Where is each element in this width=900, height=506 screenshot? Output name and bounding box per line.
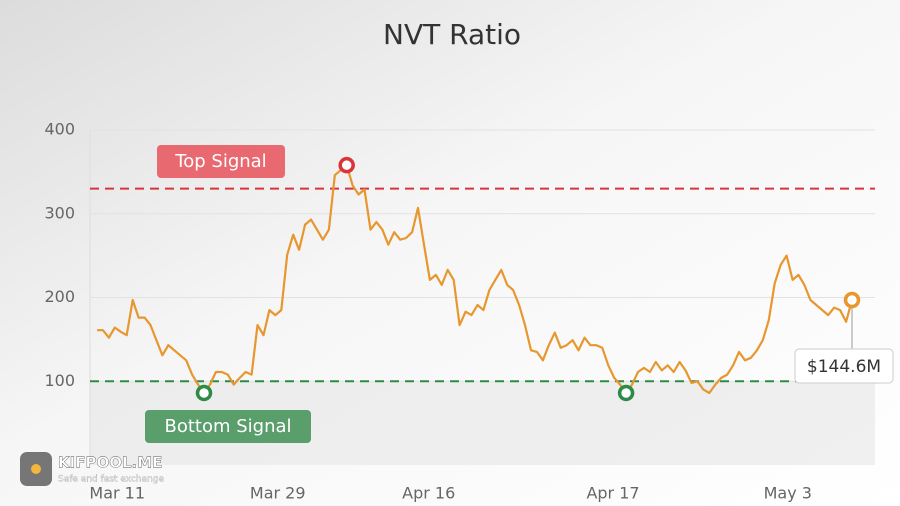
top-signal-label: Top Signal: [174, 151, 266, 172]
y-tick-label: 200: [44, 287, 75, 306]
brand-name: KIFPOOL.ME: [58, 454, 162, 472]
x-tick-label: Apr 17: [586, 484, 639, 503]
x-tick-label: Apr 16: [402, 484, 455, 503]
y-tick-label: 400: [44, 120, 75, 139]
x-tick-label: Mar 11: [89, 484, 145, 503]
bottom-signal-point: [195, 384, 213, 402]
tooltip-label: $144.6M: [807, 357, 881, 377]
y-tick-label: 100: [44, 371, 75, 390]
chart-title: NVT Ratio: [383, 18, 521, 51]
y-tick-label: 300: [44, 203, 75, 222]
bottom-signal-label: Bottom Signal: [164, 416, 291, 437]
bottom-signal-point: [617, 384, 635, 402]
brand-tagline: Safe and fast exchange: [58, 475, 164, 485]
current-point: [843, 291, 861, 309]
x-tick-label: Mar 29: [250, 484, 306, 503]
tooltip-box: [794, 348, 894, 384]
bottom-signal-box: [145, 410, 311, 443]
top-signal-box: [157, 145, 285, 178]
brand-dot: [31, 464, 41, 474]
top-signal-point: [338, 156, 355, 174]
brand: KIFPOOL.ME Safe and fast exchange: [20, 452, 165, 486]
data-line: [97, 164, 854, 395]
x-tick-label: May 3: [764, 484, 812, 503]
